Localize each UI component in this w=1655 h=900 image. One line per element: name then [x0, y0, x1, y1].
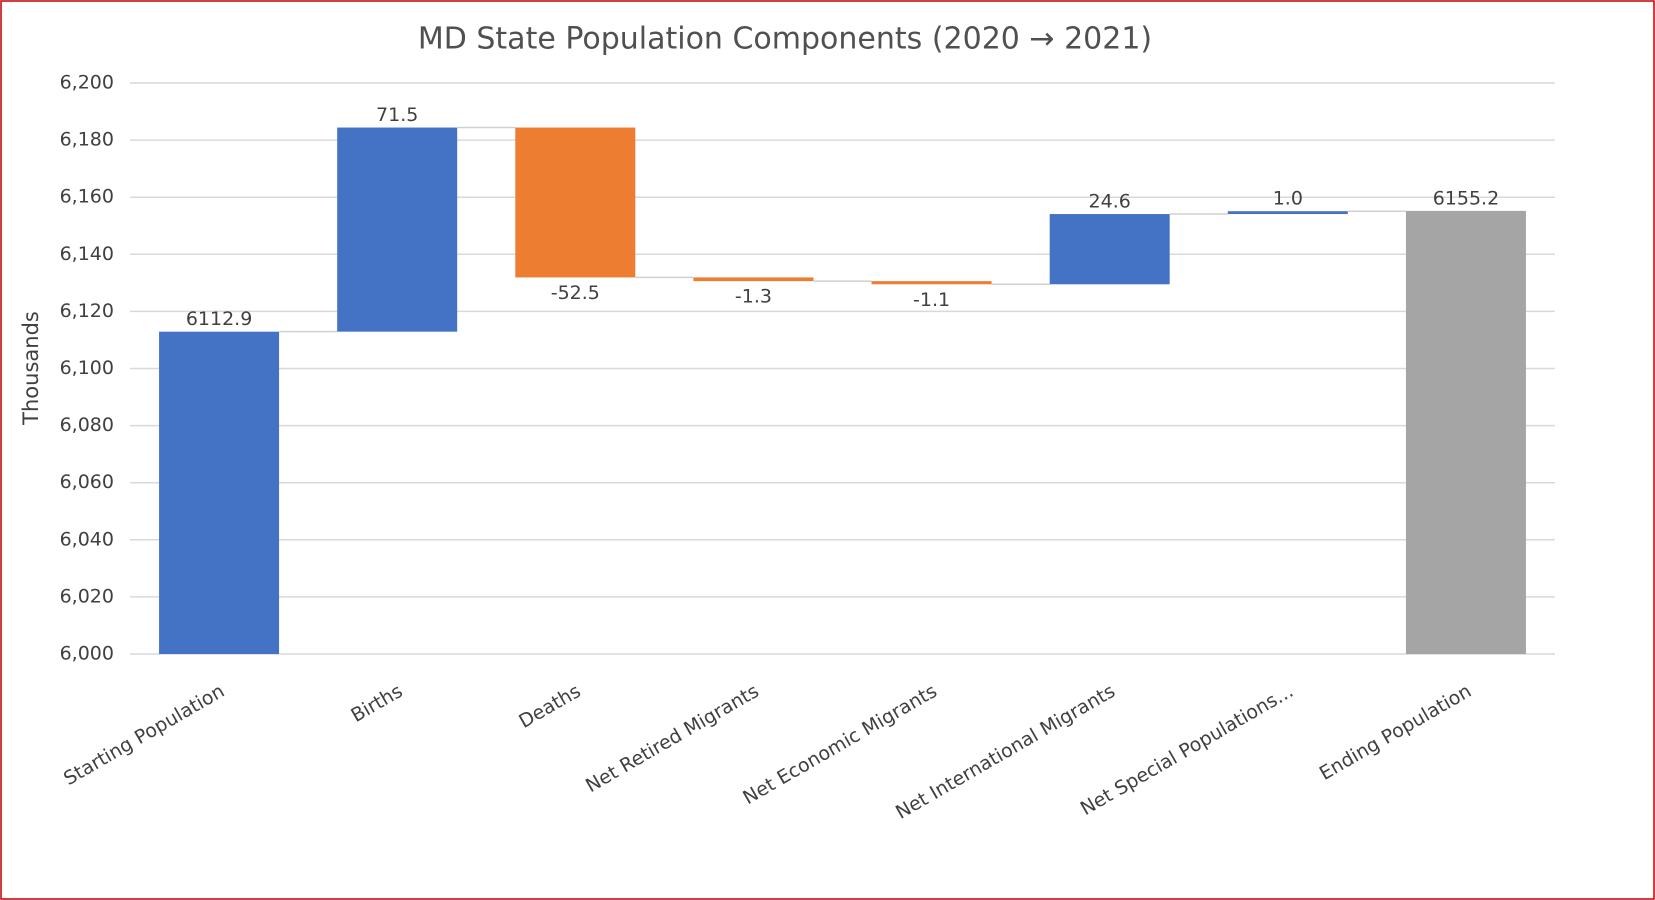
y-tick-label: 6,080	[60, 414, 114, 436]
value-label: 1.0	[1273, 188, 1303, 210]
value-label: 24.6	[1089, 191, 1131, 213]
value-label: 71.5	[376, 104, 418, 126]
value-label: 6112.9	[186, 308, 252, 330]
bar	[1227, 211, 1348, 215]
value-label: -52.5	[551, 282, 600, 304]
bar	[1049, 214, 1170, 285]
value-label: -1.3	[735, 286, 772, 308]
bar	[515, 127, 636, 278]
y-tick-label: 6,000	[60, 643, 114, 665]
bar	[871, 281, 992, 285]
y-tick-label: 6,180	[60, 129, 114, 151]
y-tick-label: 6,040	[60, 528, 114, 550]
bar	[159, 331, 280, 654]
bar	[1405, 210, 1526, 655]
bar	[693, 277, 814, 282]
chart-title: MD State Population Components (2020 → 2…	[418, 22, 1152, 57]
bar	[337, 127, 458, 332]
y-tick-label: 6,060	[60, 471, 114, 493]
value-label: -1.1	[913, 289, 950, 311]
y-axis-label: Thousands	[19, 311, 43, 426]
y-tick-label: 6,020	[60, 585, 114, 607]
y-tick-label: 6,140	[60, 243, 114, 265]
y-tick-label: 6,160	[60, 186, 114, 208]
y-tick-label: 6,120	[60, 300, 114, 322]
y-tick-label: 6,100	[60, 357, 114, 379]
value-label: 6155.2	[1433, 187, 1499, 209]
y-tick-label: 6,200	[60, 72, 114, 94]
